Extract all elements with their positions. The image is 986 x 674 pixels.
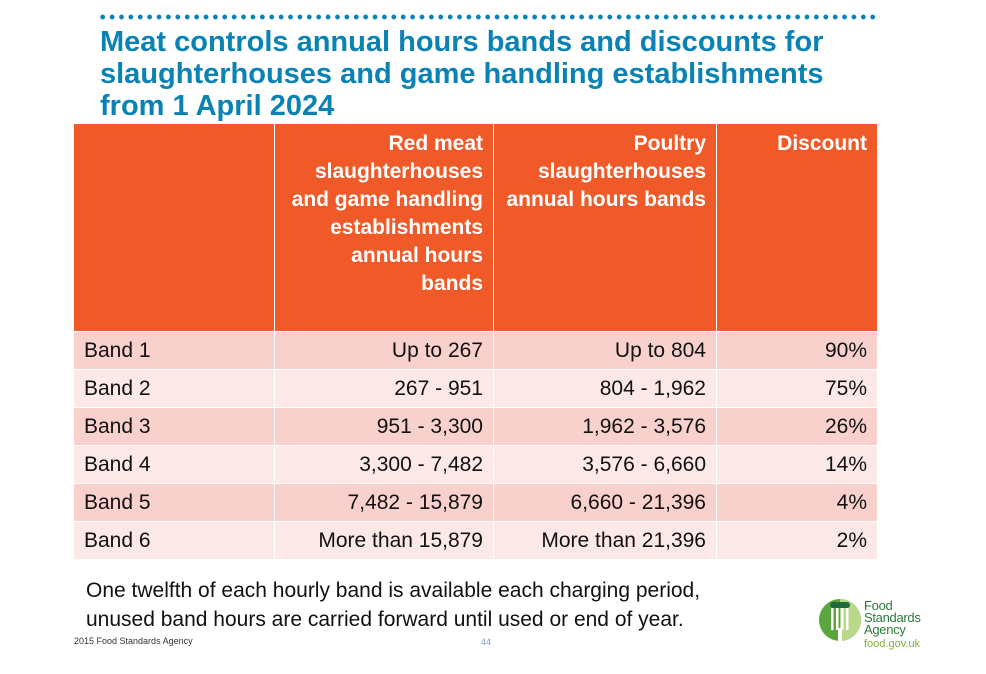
header-discount: Discount bbox=[716, 124, 877, 332]
cell-red-meat: 3,300 - 7,482 bbox=[274, 445, 494, 484]
cell-red-meat: More than 15,879 bbox=[274, 521, 494, 559]
table-row: Band 1 Up to 267 Up to 804 90% bbox=[74, 331, 877, 370]
cell-band: Band 2 bbox=[74, 369, 275, 408]
logo-line: Food bbox=[864, 598, 893, 613]
logo-wordmark: Food Standards Agency bbox=[864, 598, 921, 637]
table-row: Band 2 267 - 951 804 - 1,962 75% bbox=[74, 369, 877, 408]
cell-poultry: 1,962 - 3,576 bbox=[493, 407, 717, 446]
slide-title: Meat controls annual hours bands and dis… bbox=[100, 26, 824, 122]
header-red-meat: Red meat slaughterhouses and game handli… bbox=[274, 124, 494, 332]
logo-line: Standards bbox=[864, 610, 921, 625]
logo-url: food.gov.uk bbox=[864, 638, 921, 650]
cell-red-meat: 267 - 951 bbox=[274, 369, 494, 408]
cell-poultry: 6,660 - 21,396 bbox=[493, 483, 717, 522]
logo-line: Agency bbox=[864, 622, 906, 637]
header-band bbox=[74, 124, 275, 332]
footnote-line-1: One twelfth of each hourly band is avail… bbox=[86, 579, 701, 602]
table-row: Band 4 3,300 - 7,482 3,576 - 6,660 14% bbox=[74, 445, 877, 484]
cell-discount: 90% bbox=[716, 331, 877, 370]
footnote-line-2: unused band hours are carried forward un… bbox=[86, 608, 684, 631]
cell-band: Band 4 bbox=[74, 445, 275, 484]
cell-red-meat: Up to 267 bbox=[274, 331, 494, 370]
cell-discount: 26% bbox=[716, 407, 877, 446]
footnote: One twelfth of each hourly band is avail… bbox=[86, 576, 700, 634]
fork-logo-icon bbox=[819, 599, 861, 642]
table-row: Band 6 More than 15,879 More than 21,396 2% bbox=[74, 521, 877, 559]
header-poultry: Poultry slaughterhouses annual hours ban… bbox=[493, 124, 717, 332]
table-row: Band 3 951 - 3,300 1,962 - 3,576 26% bbox=[74, 407, 877, 446]
cell-band: Band 3 bbox=[74, 407, 275, 446]
cell-red-meat: 951 - 3,300 bbox=[274, 407, 494, 446]
cell-poultry: 804 - 1,962 bbox=[493, 369, 717, 408]
cell-band: Band 5 bbox=[74, 483, 275, 522]
cell-poultry: Up to 804 bbox=[493, 331, 717, 370]
cell-discount: 75% bbox=[716, 369, 877, 408]
bands-table: Red meat slaughterhouses and game handli… bbox=[74, 124, 877, 559]
cell-poultry: More than 21,396 bbox=[493, 521, 717, 559]
cell-red-meat: 7,482 - 15,879 bbox=[274, 483, 494, 522]
fsa-logo: Food Standards Agency food.gov.uk bbox=[818, 598, 938, 654]
cell-band: Band 6 bbox=[74, 521, 275, 559]
dotted-divider bbox=[98, 14, 880, 20]
cell-band: Band 1 bbox=[74, 331, 275, 370]
table-row: Band 5 7,482 - 15,879 6,660 - 21,396 4% bbox=[74, 483, 877, 522]
table-header-row: Red meat slaughterhouses and game handli… bbox=[74, 124, 877, 332]
cell-discount: 2% bbox=[716, 521, 877, 559]
page-number: 44 bbox=[481, 637, 492, 647]
cell-poultry: 3,576 - 6,660 bbox=[493, 445, 717, 484]
cell-discount: 4% bbox=[716, 483, 877, 522]
copyright: 2015 Food Standards Agency bbox=[74, 636, 193, 646]
cell-discount: 14% bbox=[716, 445, 877, 484]
